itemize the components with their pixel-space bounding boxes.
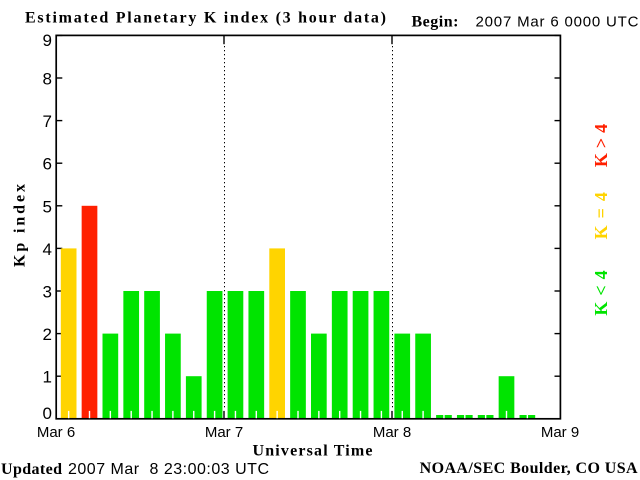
svg-text:7: 7 <box>43 112 52 131</box>
svg-text:Estimated Planetary K index (3: Estimated Planetary K index (3 hour data… <box>25 10 386 27</box>
svg-text:2: 2 <box>43 325 52 344</box>
svg-text:4: 4 <box>43 240 52 259</box>
svg-text:Mar 6: Mar 6 <box>37 424 75 441</box>
svg-text:Begin:: Begin: <box>412 14 459 31</box>
svg-text:9: 9 <box>43 31 52 50</box>
svg-text:8: 8 <box>43 70 52 89</box>
svg-text:1: 1 <box>43 368 52 387</box>
svg-text:6: 6 <box>43 155 52 174</box>
svg-text:0: 0 <box>43 404 52 423</box>
svg-text:Kp index: Kp index <box>12 184 29 267</box>
svg-text:5: 5 <box>43 197 52 216</box>
svg-text:NOAA/SEC Boulder, CO USA: NOAA/SEC Boulder, CO USA <box>420 460 638 477</box>
svg-text:Mar 9: Mar 9 <box>541 424 579 441</box>
svg-text:3: 3 <box>43 283 52 302</box>
svg-text:K=4: K=4 <box>591 185 611 239</box>
svg-text:K>4: K>4 <box>591 119 611 167</box>
svg-text:2007 Mar 8 23:00:03 UTC: 2007 Mar 8 23:00:03 UTC <box>68 461 269 478</box>
svg-text:Mar 7: Mar 7 <box>205 424 243 441</box>
svg-text:K<4: K<4 <box>591 264 611 315</box>
svg-text:Mar 8: Mar 8 <box>373 424 411 441</box>
svg-text:Universal Time: Universal Time <box>253 443 373 460</box>
svg-text:2007 Mar 6 0000 UTC: 2007 Mar 6 0000 UTC <box>476 14 639 31</box>
svg-text:Updated: Updated <box>1 461 62 478</box>
